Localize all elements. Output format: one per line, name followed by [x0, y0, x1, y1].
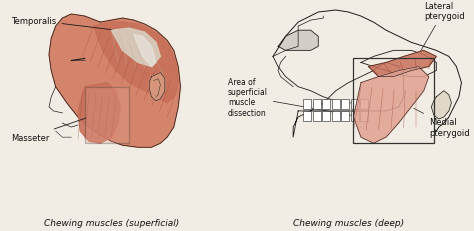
Text: Area of
superficial
muscle
dissection: Area of superficial muscle dissection [228, 77, 358, 117]
Text: Temporalis: Temporalis [11, 17, 113, 31]
Bar [341, 111, 349, 122]
Text: Medial
pterygoid: Medial pterygoid [414, 109, 469, 137]
Text: Lateral
pterygoid: Lateral pterygoid [420, 2, 465, 53]
Bar [322, 99, 330, 109]
Bar [313, 111, 321, 122]
Polygon shape [93, 23, 178, 103]
Polygon shape [134, 35, 156, 67]
Bar [360, 111, 368, 122]
Bar [85, 87, 129, 144]
Polygon shape [111, 29, 160, 67]
Bar [332, 111, 340, 122]
Text: Chewing muscles (superficial): Chewing muscles (superficial) [44, 218, 179, 227]
Polygon shape [293, 63, 404, 137]
Polygon shape [78, 83, 120, 144]
Polygon shape [354, 67, 429, 144]
Polygon shape [149, 73, 165, 101]
Text: Chewing muscles (deep): Chewing muscles (deep) [293, 218, 404, 227]
Bar [351, 99, 359, 109]
Bar [354, 59, 434, 144]
Polygon shape [49, 15, 181, 148]
Text: Masseter: Masseter [11, 118, 86, 142]
Bar [341, 99, 349, 109]
Bar [332, 99, 340, 109]
Polygon shape [431, 91, 451, 119]
Bar [360, 99, 368, 109]
Polygon shape [368, 51, 436, 77]
Bar [313, 99, 321, 109]
Bar [303, 99, 311, 109]
Bar [303, 111, 311, 122]
Bar [351, 111, 359, 122]
Bar [322, 111, 330, 122]
Polygon shape [278, 31, 318, 51]
